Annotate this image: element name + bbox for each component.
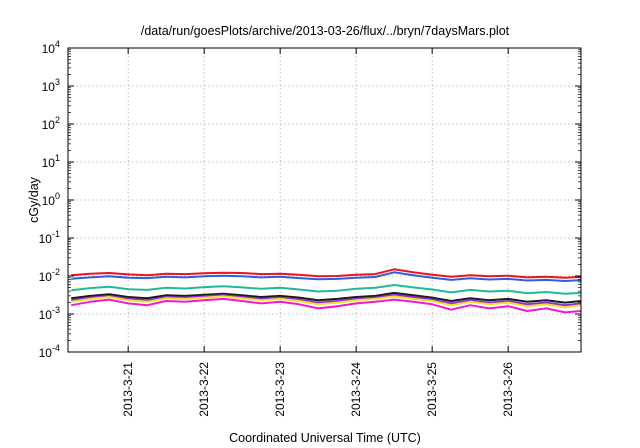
- series-line-4: [71, 291, 582, 304]
- x-axis-label: Coordinated Universal Time (UTC): [229, 431, 421, 445]
- x-axis: 2013-3-21 2013-3-22 2013-3-23 2013-3-24 2013…: [121, 48, 515, 417]
- x-tick-label: 2013-3-24: [349, 362, 363, 417]
- series-line-7: [71, 297, 582, 314]
- y-tick-label: 10-1: [39, 229, 60, 246]
- chart-title: /data/run/goesPlots/archive/2013-03-26/f…: [141, 24, 510, 38]
- y-tick-label: 101: [42, 153, 60, 170]
- x-tick-label: 2013-3-25: [425, 362, 439, 417]
- series-line-1: [71, 268, 582, 279]
- y-tick-label: 10-2: [39, 267, 60, 284]
- y-axis: 10-4 10-3 10-2 10-1 100 101 102 103 104: [39, 39, 581, 360]
- y-tick-label: 10-3: [39, 305, 60, 322]
- x-tick-label: 2013-3-23: [273, 362, 287, 417]
- x-tick-label: 2013-3-26: [501, 362, 515, 417]
- y-tick-label: 104: [42, 39, 60, 56]
- y-tick-label: 103: [42, 77, 60, 94]
- x-tick-label: 2013-3-21: [121, 362, 135, 417]
- series-line-5: [71, 293, 582, 307]
- y-axis-label: cGy/day: [27, 176, 41, 223]
- series-line-6: [71, 295, 582, 309]
- y-tick-label: 100: [42, 191, 60, 208]
- x-tick-label: 2013-3-22: [197, 362, 211, 417]
- series-line-3: [71, 284, 582, 295]
- series-line-2: [71, 271, 582, 282]
- series-lines: [71, 268, 582, 314]
- y-tick-label: 10-4: [39, 343, 60, 360]
- y-tick-label: 102: [42, 115, 60, 132]
